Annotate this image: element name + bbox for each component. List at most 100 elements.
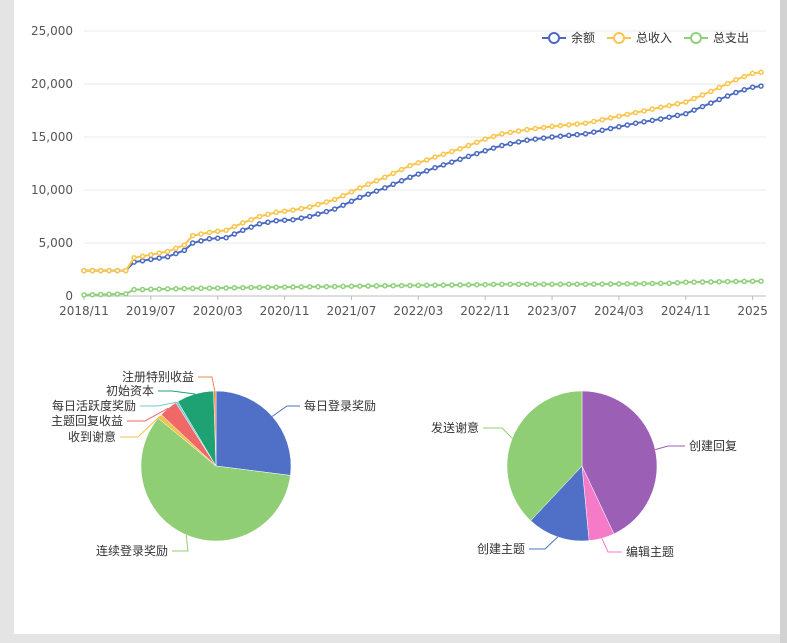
series-point	[248, 284, 254, 291]
series-point	[741, 278, 748, 285]
series-point	[407, 282, 413, 289]
series-point	[465, 142, 472, 149]
series-point	[415, 160, 422, 166]
series-point	[566, 122, 572, 128]
series-point	[657, 116, 664, 122]
pie-slice	[215, 390, 292, 476]
series-point	[549, 281, 555, 288]
series-point	[649, 106, 656, 112]
series-line	[84, 85, 762, 272]
pie-label-line	[198, 376, 216, 392]
series-point	[499, 131, 505, 137]
series-point	[148, 251, 154, 258]
series-point	[240, 284, 246, 291]
series-point	[574, 121, 580, 127]
line-chart: 0 5,000 10,000 15,000 20,000 25,000 2018/11 201…	[31, 24, 768, 318]
series-point	[582, 131, 589, 137]
pie-label-line	[127, 407, 169, 422]
chart-panel	[14, 0, 780, 634]
x-tick-label: 2022/11	[460, 304, 510, 318]
series-point	[666, 114, 672, 120]
pie-label: 每日登录奖励	[304, 398, 376, 413]
pie-label-line	[655, 445, 685, 451]
series-point	[758, 83, 764, 89]
series-point	[683, 99, 689, 105]
series-point	[607, 115, 614, 121]
series-point	[373, 178, 380, 184]
series-point	[549, 134, 555, 140]
series-point	[524, 137, 530, 143]
x-tick-label: 2023/07	[527, 304, 577, 318]
series-point	[131, 255, 137, 261]
pie-label-line	[483, 427, 513, 439]
legend-label[interactable]: 总支出	[713, 31, 749, 45]
x-tick-label: 2022/03	[393, 304, 443, 318]
series-point	[81, 267, 87, 274]
series-line	[83, 280, 762, 296]
series-point	[566, 132, 572, 139]
series-point	[181, 247, 188, 254]
y-tick-label: 0	[65, 289, 73, 303]
series-point	[432, 282, 438, 288]
series-point	[574, 281, 580, 288]
legend-label[interactable]: 总收入	[636, 31, 672, 45]
series-point	[724, 93, 731, 99]
series-point	[499, 281, 505, 288]
series-point	[449, 159, 455, 165]
series-point	[265, 211, 271, 218]
series-point	[691, 95, 697, 102]
series-point	[499, 142, 505, 149]
legend-label[interactable]: 余额	[571, 30, 595, 45]
series-point	[758, 69, 764, 76]
series-point	[449, 282, 455, 288]
y-tick-label: 10,000	[31, 183, 73, 197]
series-point	[708, 100, 714, 106]
series-point	[624, 281, 631, 287]
series-point	[457, 282, 463, 288]
series-point	[223, 285, 229, 291]
series-point	[582, 281, 589, 288]
series-point	[532, 136, 539, 142]
chart-legend[interactable]: 余额 总收入 总支出	[542, 30, 749, 45]
series-point	[206, 236, 213, 242]
series-point	[181, 285, 188, 292]
pie-label-line	[120, 416, 161, 438]
scrollbar-track[interactable]	[780, 0, 787, 643]
series-line	[84, 71, 762, 272]
series-point	[148, 286, 154, 293]
series-point	[557, 133, 564, 139]
series-point	[357, 283, 363, 289]
series-point	[549, 123, 555, 130]
series-point	[557, 281, 564, 288]
series-point	[733, 278, 739, 285]
series-point	[632, 280, 639, 287]
series-point	[423, 157, 430, 163]
series-point	[440, 282, 447, 288]
series-point	[591, 118, 597, 125]
series-point	[749, 84, 756, 90]
series-point	[164, 248, 171, 255]
series-point	[691, 279, 697, 285]
series-point	[223, 227, 229, 234]
series-point	[482, 281, 488, 288]
series-point	[290, 207, 296, 213]
series-point	[357, 194, 363, 201]
series-point	[156, 255, 162, 261]
series-point	[407, 162, 413, 169]
pie-label: 主题回复收益	[51, 414, 123, 428]
series-point	[331, 283, 338, 290]
series-point	[265, 219, 271, 226]
series-point	[97, 267, 104, 274]
x-tick-label: 2024/11	[661, 304, 711, 318]
series-point	[607, 281, 614, 287]
series-point	[398, 178, 405, 184]
series-point	[198, 231, 204, 237]
series-point	[607, 125, 614, 132]
series-point	[298, 215, 305, 221]
series-point	[189, 232, 196, 239]
series-point	[298, 284, 305, 290]
series-point	[440, 162, 447, 168]
series-point	[716, 84, 722, 91]
series-point	[699, 279, 706, 285]
series-point	[515, 128, 522, 134]
